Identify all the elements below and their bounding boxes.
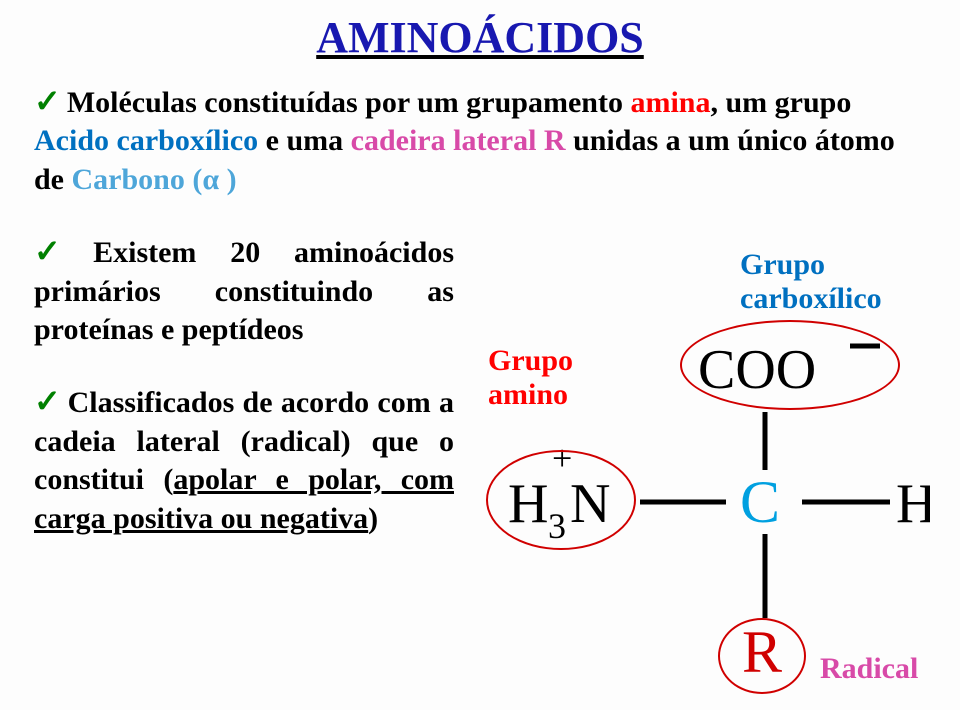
svg-text:H: H: [896, 473, 930, 535]
title-text: AMINOÁCIDOS: [316, 13, 644, 62]
p1-amina: amina: [630, 86, 710, 119]
bullet-3: ✓Classificados de acordo com a cadeia la…: [34, 381, 454, 538]
bullet-2: ✓Existem 20 aminoácidos primários consti…: [34, 231, 454, 349]
ellipse-amino: [486, 450, 636, 550]
p1b: , um grupo: [710, 86, 851, 119]
p1-radical: cadeira lateral R: [351, 124, 566, 157]
svg-text:C: C: [740, 469, 780, 535]
carbox-l1: Grupo: [740, 248, 882, 282]
p1-carbono: Carbono (α ): [72, 163, 237, 196]
page-title: AMINOÁCIDOS: [0, 12, 960, 63]
p1c: e uma: [258, 124, 351, 157]
p2-text: Existem 20 aminoácidos primários constit…: [34, 236, 454, 346]
p1-acido: Acido carboxílico: [34, 124, 258, 157]
check-icon: ✓: [34, 233, 87, 269]
ellipse-carboxylic: [680, 320, 900, 410]
bullet-1: ✓Moléculas constituídas por um grupament…: [34, 81, 926, 199]
check-icon: ✓: [34, 83, 61, 119]
ellipse-radical: [718, 618, 806, 694]
p1a: Moléculas constituídas por um grupamento: [67, 86, 631, 119]
amino-acid-structure-diagram: H 3 N + C H COO R: [490, 292, 930, 692]
check-icon: ✓: [34, 383, 62, 419]
p3b: ): [368, 502, 378, 535]
